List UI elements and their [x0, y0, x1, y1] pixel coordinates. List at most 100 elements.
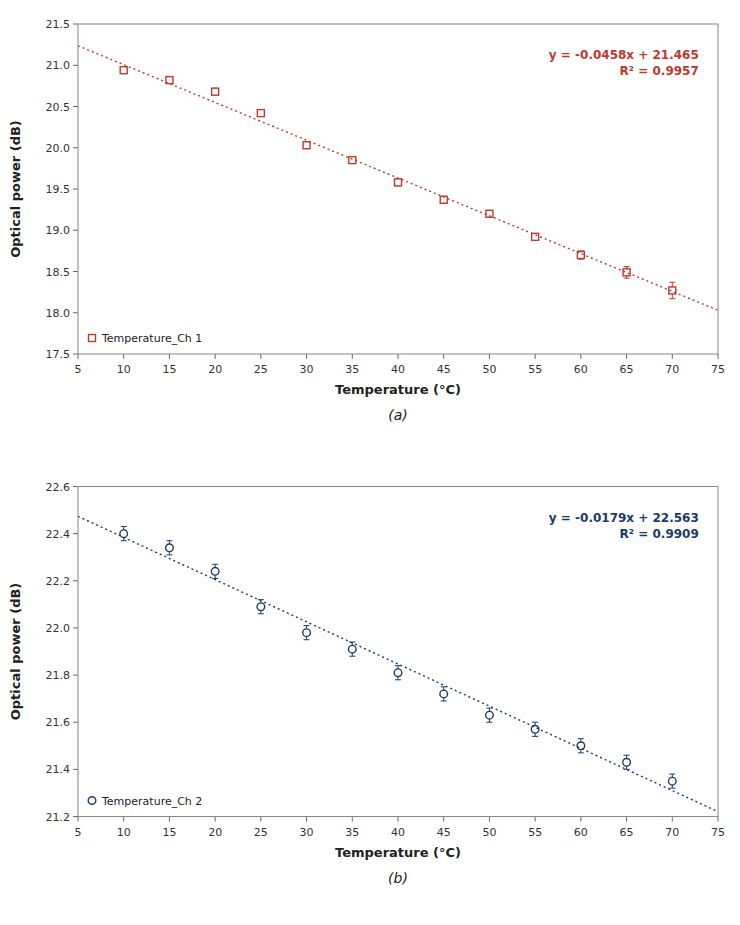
- y-tick: [73, 627, 78, 628]
- plot-frame: [78, 24, 718, 354]
- y-tick-label: 20.0: [46, 142, 71, 155]
- x-tick: [169, 817, 170, 822]
- x-tick-label: 55: [528, 826, 542, 839]
- x-tick-label: 15: [162, 826, 176, 839]
- legend-item: Temperature_Ch 2: [88, 795, 202, 808]
- x-tick-label: 70: [665, 363, 679, 376]
- y-tick-label: 21.4: [46, 763, 71, 776]
- x-tick: [672, 817, 673, 822]
- equation: R² = 0.9909: [620, 527, 699, 541]
- error-bar: [441, 687, 447, 701]
- y-tick: [73, 675, 78, 676]
- x-tick: [352, 817, 353, 822]
- equation: R² = 0.9957: [620, 64, 699, 78]
- x-tick-label: 40: [391, 363, 405, 376]
- x-tick-label: 10: [117, 363, 131, 376]
- data-point: [120, 67, 127, 74]
- x-tick-label: 5: [75, 826, 82, 839]
- data-layer: [78, 46, 718, 310]
- x-tick-label: 5: [75, 363, 82, 376]
- data-point: [440, 690, 448, 698]
- data-point: [303, 142, 310, 149]
- y-tick-label: 21.2: [46, 811, 71, 824]
- data-point: [166, 544, 174, 552]
- y-tick-label: 21.8: [46, 669, 71, 682]
- error-bar: [532, 234, 538, 241]
- panel-label: (a): [388, 407, 408, 423]
- y-axis-label: Optical power (dB): [8, 120, 23, 258]
- x-tick: [123, 817, 124, 822]
- y-tick: [73, 147, 78, 148]
- x-tick: [123, 354, 124, 359]
- y-tick: [73, 816, 78, 817]
- error-bar: [624, 755, 630, 769]
- error-bar: [212, 564, 218, 578]
- error-bar: [304, 142, 310, 149]
- x-tick: [78, 817, 79, 822]
- x-tick-label: 25: [254, 826, 268, 839]
- data-point: [623, 269, 630, 276]
- error-bar: [212, 88, 218, 95]
- x-tick-label: 35: [345, 826, 359, 839]
- x-tick-label: 60: [574, 363, 588, 376]
- plot-area: [78, 487, 718, 817]
- legend-label: Temperature_Ch 2: [101, 795, 202, 808]
- y-tick: [73, 189, 78, 190]
- y-tick-label: 20.5: [46, 101, 71, 114]
- x-tick: [580, 817, 581, 822]
- x-tick-label: 75: [711, 826, 725, 839]
- x-tick-label: 20: [208, 363, 222, 376]
- x-tick-label: 50: [482, 826, 496, 839]
- trendline: [78, 516, 718, 811]
- y-tick: [73, 486, 78, 487]
- x-tick: [443, 354, 444, 359]
- y-tick: [73, 24, 78, 25]
- y-tick-label: 22.4: [46, 528, 71, 541]
- error-bar: [349, 157, 355, 164]
- plot-frame: [78, 487, 718, 817]
- panel: 5101520253035404550556065707517.518.018.…: [8, 18, 725, 423]
- data-point: [212, 88, 219, 95]
- x-tick: [580, 354, 581, 359]
- x-tick: [260, 354, 261, 359]
- y-tick: [73, 271, 78, 272]
- data-point: [120, 530, 128, 538]
- x-tick: [306, 354, 307, 359]
- data-point: [394, 669, 402, 677]
- y-tick: [73, 106, 78, 107]
- x-tick: [489, 817, 490, 822]
- data-point: [349, 157, 356, 164]
- x-tick-label: 30: [300, 826, 314, 839]
- x-tick-label: 45: [437, 826, 451, 839]
- x-tick-label: 65: [620, 826, 634, 839]
- y-axis-label: Optical power (dB): [8, 583, 23, 721]
- y-tick: [73, 769, 78, 770]
- x-tick: [626, 817, 627, 822]
- error-bar: [669, 774, 675, 788]
- error-bar: [258, 110, 264, 117]
- x-tick: [672, 354, 673, 359]
- error-bar: [166, 541, 172, 555]
- error-bar: [258, 600, 264, 614]
- error-bar: [349, 642, 355, 656]
- x-tick: [398, 817, 399, 822]
- equation: y = -0.0179x + 22.563: [549, 511, 699, 525]
- y-tick-label: 22.2: [46, 575, 71, 588]
- y-tick-label: 19.0: [46, 224, 71, 237]
- y-tick-label: 19.5: [46, 183, 71, 196]
- x-tick-label: 75: [711, 363, 725, 376]
- y-tick: [73, 312, 78, 313]
- x-tick: [535, 354, 536, 359]
- x-tick: [398, 354, 399, 359]
- y-tick: [73, 722, 78, 723]
- error-bar: [395, 179, 401, 186]
- x-tick: [626, 354, 627, 359]
- data-point: [668, 777, 676, 785]
- y-tick-label: 18.0: [46, 307, 71, 320]
- x-tick-label: 20: [208, 826, 222, 839]
- y-tick: [73, 533, 78, 534]
- data-layer: [78, 516, 718, 811]
- x-tick: [535, 817, 536, 822]
- panel: 5101520253035404550556065707521.221.421.…: [8, 481, 725, 886]
- trendline: [78, 46, 718, 310]
